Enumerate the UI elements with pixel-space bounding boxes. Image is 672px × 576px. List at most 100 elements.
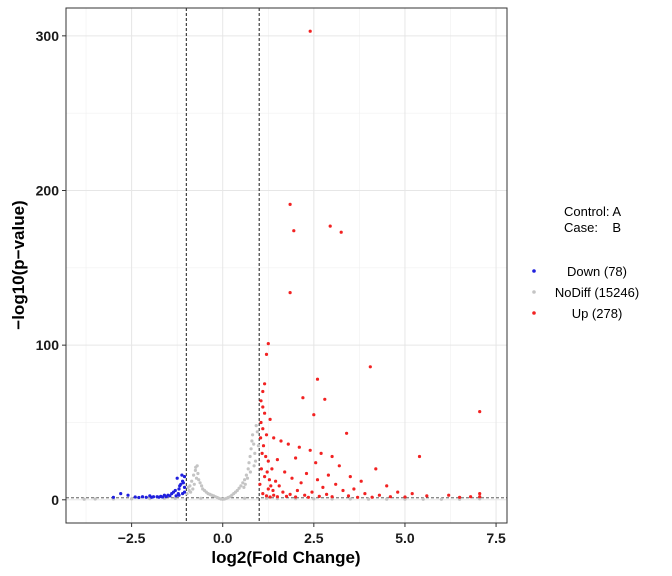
point-nodiff [200,484,204,488]
point-nodiff [252,442,256,446]
point-up [359,479,363,483]
point-nodiff [194,465,198,469]
legend-control-label: Control: A [564,204,621,219]
point-up [301,396,305,400]
point-down [175,476,179,480]
point-nodiff [253,459,258,463]
x-tick-label: −2.5 [118,530,146,546]
point-down [126,493,130,497]
point-up [297,445,301,449]
legend-key-down [532,269,536,273]
point-nodiff [421,497,425,501]
point-up [330,454,334,459]
point-up [264,494,269,498]
point-nodiff [251,433,255,437]
point-up [290,476,294,480]
point-up [447,493,451,497]
legend-label-nodiff: NoDiff (15246) [555,285,639,300]
point-up [363,492,367,496]
point-nodiff [191,487,195,491]
point-up [264,433,269,437]
point-up [317,494,321,498]
point-nodiff [185,492,189,496]
point-up [425,494,429,498]
point-nodiff [243,482,247,486]
point-up [315,377,320,381]
point-nodiff [242,485,246,489]
point-up [417,454,422,459]
point-up [410,492,414,496]
point-down [177,487,181,491]
point-nodiff [253,451,257,455]
point-up [304,471,309,476]
point-up [314,461,318,465]
point-up [310,490,314,494]
point-nodiff [193,468,197,472]
point-up [259,399,263,403]
point-up [478,492,482,496]
point-up [337,464,341,468]
point-up [261,444,266,448]
point-up [356,495,360,499]
point-up [330,495,334,499]
point-down [150,495,154,499]
point-up [328,224,332,228]
legend-case-label: Case: B [564,220,621,235]
point-up [403,495,407,499]
point-up [261,492,265,496]
point-nodiff [192,482,196,486]
point-up [370,495,374,499]
point-down [174,494,178,498]
point-up [377,493,381,497]
point-down [176,492,180,496]
point-up [368,365,372,369]
point-up [348,475,352,479]
point-down [144,495,148,499]
point-up [352,487,356,491]
point-nodiff [189,490,193,494]
point-nodiff [241,481,245,485]
point-down [157,495,161,499]
point-nodiff [348,497,352,501]
point-nodiff [247,461,251,465]
point-up [321,485,325,489]
point-up [312,413,316,417]
point-nodiff [385,497,389,501]
point-down [137,495,141,500]
point-up [277,484,281,488]
point-up [294,456,298,460]
point-nodiff [366,497,371,501]
point-nodiff [403,497,407,501]
point-up [326,473,330,477]
point-down [140,495,145,499]
point-up [259,420,263,425]
point-up [259,467,263,471]
legend-key-up [532,311,536,315]
point-up [469,495,473,499]
point-down [119,492,123,496]
point-nodiff [186,485,190,489]
point-up [315,478,320,482]
point-nodiff [330,497,334,501]
point-up [286,442,290,446]
point-nodiff [198,481,202,485]
point-down [181,481,185,485]
point-up [303,493,307,497]
point-up [458,495,462,499]
point-up [270,467,274,471]
point-up [292,229,296,233]
panel-background [66,8,507,523]
point-up [339,230,343,234]
point-nodiff [130,497,134,501]
point-nodiff [237,486,241,490]
point-up [263,475,267,479]
point-nodiff [478,497,482,501]
point-up [283,470,287,474]
point-nodiff [235,488,239,493]
point-up [263,411,267,415]
panel-border [65,7,508,524]
point-nodiff [312,497,316,501]
x-tick-label: 0.0 [213,530,233,546]
point-nodiff [246,467,250,471]
y-tick-label: 100 [36,337,60,353]
